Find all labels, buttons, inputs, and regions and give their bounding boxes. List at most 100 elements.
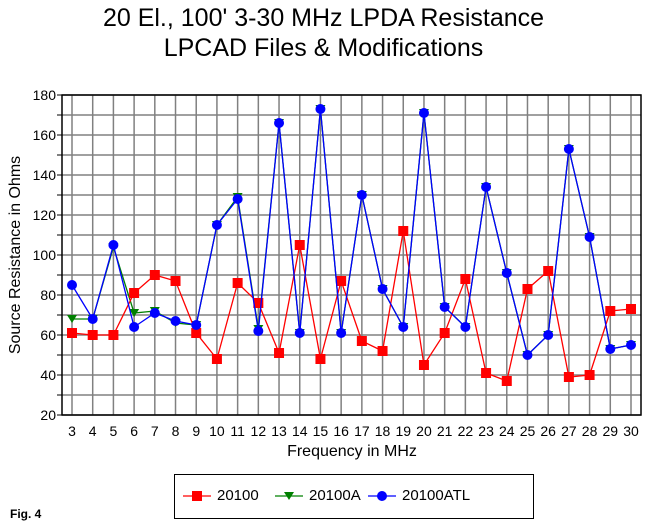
legend-swatch — [275, 491, 303, 500]
data-point — [584, 370, 595, 380]
data-point — [398, 322, 409, 332]
legend-item: 20100A — [275, 487, 361, 504]
series-line — [71, 108, 632, 357]
data-point — [294, 240, 305, 250]
legend-swatch — [183, 490, 211, 501]
x-tick-label: 22 — [458, 423, 474, 439]
legend: 20100 20100A 20100ATL — [174, 474, 534, 519]
data-point — [584, 232, 595, 242]
data-point — [626, 304, 636, 314]
y-tick-label: 140 — [33, 167, 57, 183]
y-tick-label: 20 — [40, 407, 56, 423]
data-point — [356, 190, 367, 200]
data-point — [336, 328, 347, 338]
y-tick-label: 120 — [33, 207, 57, 223]
x-tick-label: 23 — [478, 423, 494, 439]
data-point — [418, 108, 429, 118]
data-point — [294, 328, 305, 338]
x-tick-label: 7 — [151, 423, 159, 439]
y-tick-label: 80 — [40, 287, 56, 303]
series-20100ATL — [67, 104, 636, 360]
data-point — [501, 268, 512, 278]
y-tick-label: 40 — [40, 367, 56, 383]
legend-marker — [377, 490, 387, 501]
legend-item: 20100 — [183, 487, 259, 504]
legend-marker — [192, 490, 202, 501]
data-point — [149, 308, 160, 318]
data-point — [522, 284, 533, 294]
data-point — [149, 270, 160, 280]
data-point — [274, 118, 285, 128]
legend-label: 20100 — [217, 487, 259, 504]
x-tick-label: 19 — [395, 423, 411, 439]
y-tick-label: 100 — [33, 247, 57, 263]
data-point — [170, 276, 181, 286]
x-tick-label: 6 — [130, 423, 138, 439]
x-tick-label: 29 — [603, 423, 619, 439]
series-line — [72, 108, 632, 357]
data-point — [67, 280, 77, 290]
data-point — [232, 278, 243, 288]
x-tick-label: 16 — [333, 423, 349, 439]
x-tick-label: 14 — [292, 423, 308, 439]
data-point — [563, 144, 574, 154]
chart-title: 20 El., 100' 3-30 MHz LPDA Resistance — [102, 4, 545, 32]
data-point — [211, 354, 222, 364]
x-tick-label: 9 — [192, 423, 200, 439]
data-point — [129, 288, 140, 298]
x-tick-label: 18 — [375, 423, 391, 439]
legend-label: 20100ATL — [402, 487, 471, 504]
data-point — [439, 328, 450, 338]
y-tick-label: 180 — [33, 87, 57, 103]
data-point — [418, 360, 429, 370]
x-axis-label: Frequency in MHz — [287, 443, 417, 460]
x-tick-label: 10 — [209, 423, 225, 439]
data-point — [129, 322, 140, 332]
x-tick-label: 21 — [437, 423, 453, 439]
legend-marker — [284, 491, 294, 500]
data-point — [274, 348, 285, 358]
data-point — [253, 298, 264, 308]
x-tick-label: 24 — [499, 423, 515, 439]
data-point — [67, 328, 77, 338]
data-point — [315, 354, 326, 364]
chart-plot: 20 40 60 80 100 120 140 160 180 3 4 5 6 7 8 9 10 11 12 13 14… — [7, 87, 642, 460]
series-line — [71, 230, 632, 382]
data-point — [481, 182, 492, 192]
data-point — [253, 326, 264, 336]
data-point — [87, 330, 98, 340]
data-point — [605, 306, 616, 316]
data-point — [377, 346, 388, 356]
data-point — [211, 220, 222, 230]
x-tick-label: 8 — [172, 423, 180, 439]
data-point — [501, 376, 512, 386]
data-point — [87, 314, 98, 324]
x-tick-label: 25 — [520, 423, 536, 439]
y-axis-label: Source Resistance in Ohms — [7, 156, 24, 354]
x-tick-label: 26 — [540, 423, 556, 439]
data-point — [336, 276, 347, 286]
chart-subtitle: LPCAD Files & Modifications — [163, 34, 484, 62]
x-tick-label: 5 — [110, 423, 118, 439]
x-tick-label: 17 — [354, 423, 370, 439]
data-point — [460, 322, 471, 332]
data-point — [108, 240, 119, 250]
legend-swatch — [368, 490, 396, 501]
data-point — [377, 284, 388, 294]
y-tick-label: 60 — [40, 327, 56, 343]
x-tick-label: 13 — [271, 423, 287, 439]
data-point — [543, 330, 554, 340]
x-tick-label: 27 — [561, 423, 577, 439]
data-point — [108, 330, 119, 340]
x-tick-label: 12 — [251, 423, 267, 439]
data-point — [460, 274, 471, 284]
data-point — [191, 320, 202, 330]
data-point — [67, 315, 77, 323]
x-tick-label: 30 — [623, 423, 639, 439]
figure-label: Fig. 4 — [10, 507, 42, 521]
legend-label: 20100A — [309, 487, 361, 504]
x-tick-label: 20 — [416, 423, 432, 439]
data-point — [170, 316, 181, 326]
data-point — [605, 344, 616, 354]
y-tick-label: 160 — [33, 127, 57, 143]
